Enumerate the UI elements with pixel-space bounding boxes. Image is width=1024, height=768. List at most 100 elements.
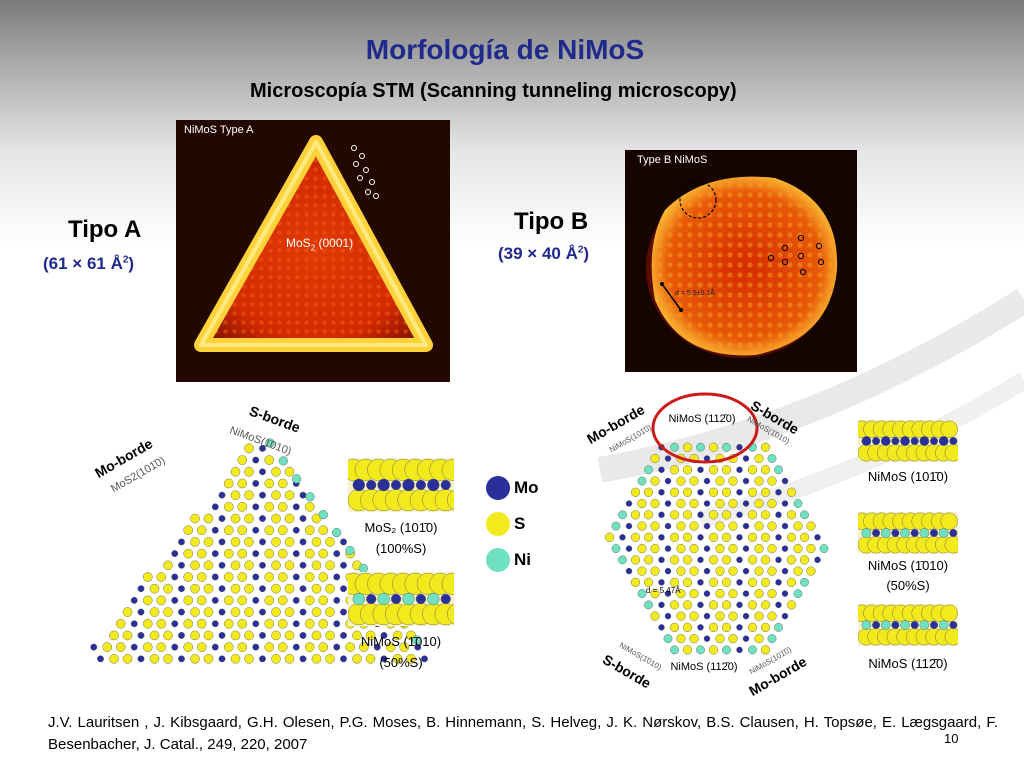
model-b-bottom-face: NiMoS (112̄0) — [670, 661, 738, 673]
mo-atom — [171, 643, 179, 651]
s-atom — [940, 512, 958, 530]
s-atom — [682, 577, 693, 587]
s-atom — [682, 555, 693, 565]
s-atom — [754, 634, 764, 644]
s-atom — [190, 537, 200, 547]
mo-atom — [703, 567, 711, 575]
mo-atom — [299, 608, 307, 616]
mo-atom — [697, 534, 704, 541]
ni-atom — [861, 620, 872, 630]
mo-atom — [211, 503, 219, 511]
s-atom — [149, 583, 160, 594]
surface-face: (0001) — [315, 236, 354, 250]
s-atom — [271, 560, 281, 571]
s-atom — [760, 532, 771, 542]
s-atom — [767, 611, 777, 621]
mo-atom — [340, 608, 347, 616]
mo-atom — [664, 545, 672, 552]
mo-atom — [619, 534, 626, 541]
mo-atom — [211, 596, 219, 604]
mo-atom — [938, 436, 949, 446]
s-atom — [230, 466, 241, 477]
mo-atom — [333, 550, 341, 558]
s-atom — [786, 487, 797, 497]
mo-atom — [781, 477, 789, 485]
s-atom — [122, 607, 133, 617]
s-atom — [767, 476, 777, 486]
s-atom — [708, 510, 719, 520]
s-atom — [682, 442, 693, 452]
ni-atom — [644, 465, 653, 475]
ni-atom — [767, 634, 777, 644]
s-atom — [277, 502, 288, 512]
s-atom — [715, 589, 725, 599]
s-atom — [183, 548, 194, 559]
ni-atom — [332, 527, 342, 538]
s-atom — [767, 543, 777, 554]
mo-atom — [178, 608, 185, 616]
s-atom — [264, 502, 275, 512]
slide-title: Morfología de NiMoS — [365, 34, 645, 65]
s-atom — [760, 645, 771, 655]
s-atom — [244, 630, 254, 641]
s-atom — [318, 525, 329, 536]
ni-atom — [696, 442, 705, 452]
mo-atom — [703, 477, 711, 485]
s-atom — [747, 465, 758, 475]
mo-atom — [736, 601, 743, 609]
mo-atom — [391, 479, 402, 491]
mo-atom — [259, 515, 266, 522]
s-atom — [196, 642, 207, 652]
mo-atom — [697, 489, 704, 496]
s-atom — [149, 630, 160, 641]
mo-atom — [130, 643, 138, 651]
ni-atom — [637, 476, 647, 486]
mo-atom — [736, 624, 743, 631]
s-atom — [747, 600, 758, 610]
type-a-area-text: (61 × 61 Å — [43, 254, 123, 273]
s-atom — [676, 498, 686, 509]
mo-atom — [252, 526, 260, 534]
s-atom — [203, 537, 214, 547]
s-atom — [708, 487, 719, 497]
ni-atom — [402, 592, 415, 606]
surface-label: MoS — [286, 236, 311, 250]
s-atom — [230, 607, 241, 617]
lattice-b-svg — [604, 442, 829, 655]
mo-atom — [625, 522, 633, 530]
ni-atom — [318, 510, 328, 520]
s-atom — [325, 607, 335, 617]
s-atom — [689, 521, 699, 531]
s-atom — [244, 466, 254, 477]
s-atom — [304, 502, 315, 512]
s-atom — [163, 630, 173, 641]
s-atom — [708, 622, 719, 632]
s-atom — [230, 654, 241, 664]
s-atom — [728, 521, 738, 531]
mo-atom — [814, 556, 821, 564]
mo-atom — [333, 643, 341, 651]
s-atom — [754, 543, 764, 554]
mo-atom — [178, 632, 185, 639]
ni-atom — [880, 620, 891, 630]
ni-atom — [919, 620, 930, 630]
ni-atom — [377, 592, 390, 606]
s-atom — [237, 455, 248, 465]
s-atom — [676, 453, 686, 464]
s-atom — [237, 642, 248, 652]
ni-atom — [644, 600, 653, 610]
s-atom — [682, 532, 693, 542]
s-atom — [271, 583, 281, 594]
s-atom — [447, 489, 454, 511]
mo-atom — [872, 621, 881, 629]
strip-b-2-label: NiMoS (1̄010) — [867, 558, 949, 573]
mo-atom — [380, 655, 388, 663]
s-atom — [325, 654, 335, 664]
s-atom — [196, 618, 207, 629]
ni-atom — [861, 528, 872, 538]
s-atom — [244, 654, 254, 664]
mo-atom — [211, 643, 219, 651]
s-atom — [643, 577, 654, 587]
s-atom — [223, 618, 234, 629]
s-atom — [277, 548, 288, 559]
